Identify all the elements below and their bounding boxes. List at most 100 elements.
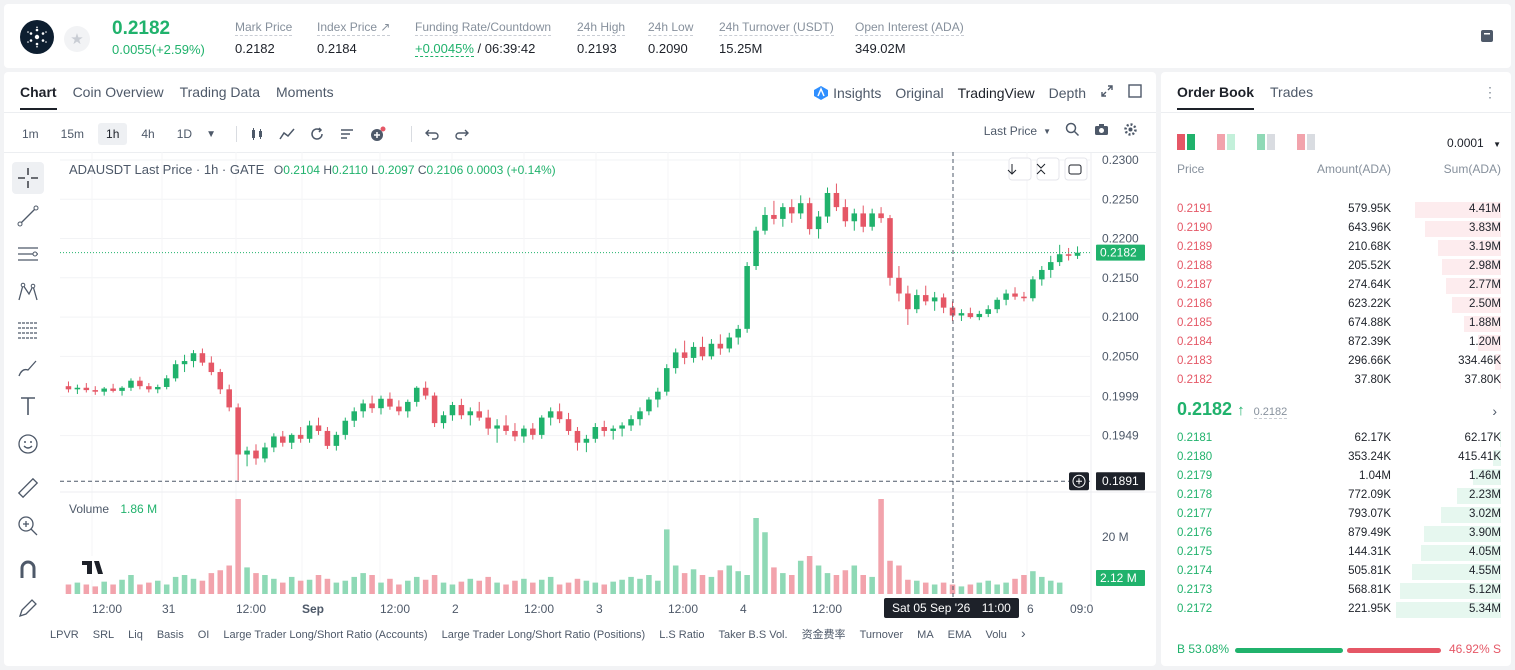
timeframe-15m[interactable]: 15m (60, 127, 85, 141)
undo-icon[interactable] (424, 126, 440, 142)
precision-select[interactable]: 0.0001 ▼ (1447, 136, 1501, 150)
window-icon[interactable] (1128, 84, 1142, 101)
favorite-star-icon[interactable]: ★ (64, 26, 90, 52)
candle-body (128, 380, 134, 388)
tab-order-book[interactable]: Order Book (1177, 84, 1255, 110)
timeframe-4h[interactable]: 4h (141, 127, 155, 141)
bid-row[interactable]: 0.2181 62.17K 62.17K (1161, 429, 1501, 448)
bid-row[interactable]: 0.2177 793.07K 3.02M (1161, 505, 1501, 524)
chevron-right-icon[interactable]: › (1492, 403, 1497, 419)
view-asks-icon[interactable] (1217, 134, 1235, 150)
view-both-icon[interactable] (1177, 134, 1195, 150)
pattern-tool-icon[interactable] (12, 276, 44, 308)
indicators-icon[interactable] (279, 126, 295, 142)
trend-line-tool-icon[interactable] (12, 200, 44, 232)
ask-row[interactable]: 0.2182 37.80K 37.80K (1161, 371, 1501, 390)
book-icon[interactable] (1479, 28, 1495, 44)
ask-row[interactable]: 0.2190 643.96K 3.83M (1161, 219, 1501, 238)
pencil-lock-tool-icon[interactable] (12, 592, 44, 624)
volume-bar (592, 582, 599, 594)
redo-icon[interactable] (454, 126, 470, 142)
bid-row[interactable]: 0.2176 879.49K 3.90M (1161, 524, 1501, 543)
timeframe-1h[interactable]: 1h (98, 123, 128, 145)
ada-logo-icon (20, 20, 54, 54)
emoji-tool-icon[interactable] (12, 428, 44, 460)
bid-row[interactable]: 0.2172 221.95K 5.34M (1161, 600, 1501, 619)
timeframe-dropdown-icon[interactable]: ▼ (206, 128, 216, 140)
camera-icon[interactable] (1094, 122, 1109, 140)
ask-row[interactable]: 0.2185 674.88K 1.88M (1161, 314, 1501, 333)
settings-gear-icon[interactable] (1123, 122, 1138, 140)
tab-depth[interactable]: Depth (1048, 84, 1086, 101)
brush-tool-icon[interactable] (12, 352, 44, 384)
ask-row[interactable]: 0.2184 872.39K 1.20M (1161, 333, 1501, 352)
bid-row[interactable]: 0.2179 1.04M 1.46M (1161, 467, 1501, 486)
tab-trading-data[interactable]: Trading Data (179, 84, 261, 100)
view-bids-icon[interactable] (1257, 134, 1275, 150)
chart-legend: ADAUSDT Last Price · 1h · GATE O0.2104 H… (69, 162, 556, 177)
zoom-tool-icon[interactable] (12, 510, 44, 542)
indicator-item[interactable]: LPVR (50, 629, 79, 641)
horizontal-lines-tool-icon[interactable] (12, 238, 44, 270)
stat-index-price[interactable]: Index Price ↗ 0.2184 (317, 18, 391, 56)
price-type-select[interactable]: Last Price ▼ (984, 124, 1051, 138)
bid-row[interactable]: 0.2178 772.09K 2.23M (1161, 486, 1501, 505)
text-tool-icon[interactable] (12, 390, 44, 422)
indicator-item[interactable]: OI (197, 629, 210, 641)
bid-row[interactable]: 0.2174 505.81K 4.55M (1161, 562, 1501, 581)
legend-h-label: H (323, 163, 332, 177)
tab-chart[interactable]: Chart (20, 84, 57, 110)
expand-icon[interactable] (1100, 84, 1114, 101)
indicator-item[interactable]: EMA (947, 629, 972, 641)
ask-row[interactable]: 0.2183 296.66K 334.46K (1161, 352, 1501, 371)
ai-icon (814, 85, 829, 100)
search-icon[interactable] (1065, 122, 1080, 140)
insights-button[interactable]: Insights (813, 85, 881, 101)
tab-original[interactable]: Original (895, 84, 944, 101)
indicator-item[interactable]: Liq (128, 629, 143, 641)
ask-sum: 4.41M (1469, 203, 1501, 215)
indicator-item[interactable]: SRL (92, 629, 115, 641)
volume-bar (958, 586, 965, 594)
candle-body (914, 295, 920, 310)
more-vertical-icon[interactable]: ⋮ (1483, 84, 1497, 100)
candle-type-icon[interactable] (249, 126, 265, 142)
candle-body (244, 450, 250, 455)
chevron-right-icon[interactable]: › (1020, 625, 1026, 641)
tab-moments[interactable]: Moments (276, 84, 334, 100)
view-depth-icon[interactable] (1297, 134, 1315, 150)
replay-icon[interactable] (309, 126, 325, 142)
timeframe-1d[interactable]: 1D (176, 127, 193, 141)
magnet-tool-icon[interactable] (12, 554, 44, 586)
indicator-item[interactable]: Large Trader Long/Short Ratio (Positions… (441, 629, 646, 641)
ask-row[interactable]: 0.2187 274.64K 2.77M (1161, 276, 1501, 295)
tab-coin-overview[interactable]: Coin Overview (72, 84, 164, 100)
indicator-item[interactable]: Taker B.S Vol. (718, 629, 788, 641)
indicator-item[interactable]: Basis (156, 629, 184, 641)
ask-row[interactable]: 0.2186 623.22K 2.50M (1161, 295, 1501, 314)
ruler-tool-icon[interactable] (12, 472, 44, 504)
ask-row[interactable]: 0.2189 210.68K 3.19M (1161, 238, 1501, 257)
tab-trades[interactable]: Trades (1270, 84, 1314, 100)
ask-price: 0.2191 (1177, 203, 1213, 215)
indicator-item[interactable]: 资金费率 (801, 629, 846, 641)
indicator-item[interactable]: L.S Ratio (659, 629, 705, 641)
ask-row[interactable]: 0.2191 579.95K 4.41M (1161, 200, 1501, 219)
indicator-item[interactable]: Large Trader Long/Short Ratio (Accounts) (223, 629, 428, 641)
bid-row[interactable]: 0.2175 144.31K 4.05M (1161, 543, 1501, 562)
bid-price: 0.2173 (1177, 584, 1213, 596)
indicator-item[interactable]: Volu (985, 629, 1007, 641)
ask-row[interactable]: 0.2188 205.52K 2.98M (1161, 257, 1501, 276)
crosshair-tool-icon[interactable] (12, 162, 44, 194)
templates-icon[interactable] (339, 126, 355, 142)
timeframe-1m[interactable]: 1m (22, 127, 39, 141)
bid-row[interactable]: 0.2173 568.81K 5.12M (1161, 581, 1501, 600)
price-chart[interactable]: 0.2300 0.2250 0.2200 0.2150 0.2100 0.2050 0.19… (60, 152, 1156, 602)
orderbook-tabs: Order Book Trades (1177, 84, 1314, 110)
bid-row[interactable]: 0.2180 353.24K 415.41K (1161, 448, 1501, 467)
indicator-item[interactable]: MA (917, 629, 934, 641)
add-alert-icon[interactable] (369, 126, 386, 142)
indicator-item[interactable]: Turnover (859, 629, 904, 641)
tab-tradingview[interactable]: TradingView (957, 84, 1035, 101)
fib-tool-icon[interactable] (12, 314, 44, 346)
